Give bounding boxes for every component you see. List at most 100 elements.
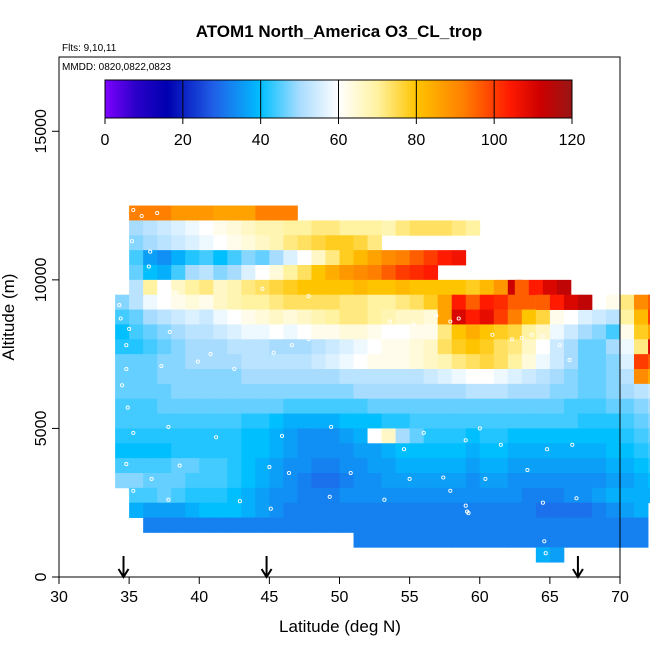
heatmap-cell xyxy=(213,324,228,340)
heatmap-cell xyxy=(535,398,551,414)
flight-point xyxy=(542,539,547,544)
heatmap-cell xyxy=(648,443,650,459)
heatmap-cell xyxy=(409,250,425,266)
heatmap-cell xyxy=(381,473,396,489)
heatmap-cell xyxy=(269,235,284,251)
heatmap-cell xyxy=(199,473,214,489)
heatmap-cell xyxy=(367,443,382,459)
heatmap-cell xyxy=(479,383,495,400)
flight-point xyxy=(155,210,160,216)
heatmap-cell xyxy=(297,398,312,414)
heatmap-cell xyxy=(297,309,312,325)
heatmap-cell xyxy=(605,443,621,459)
heatmap-cell xyxy=(634,309,649,325)
heatmap-cell xyxy=(157,205,172,221)
heatmap-cell xyxy=(269,413,284,429)
heatmap-cell xyxy=(199,413,214,429)
heatmap-cell xyxy=(605,473,621,489)
heatmap-cell xyxy=(451,517,467,533)
heatmap-cell xyxy=(479,502,495,518)
heatmap-cell xyxy=(325,250,340,266)
heatmap-cell xyxy=(381,517,396,533)
heatmap-cell xyxy=(620,354,635,370)
flight-point xyxy=(124,462,129,467)
heatmap-cells xyxy=(115,205,650,563)
heatmap-cell xyxy=(605,502,621,518)
flight-point xyxy=(139,213,144,219)
heatmap-cell xyxy=(549,487,565,504)
heatmap-cell xyxy=(241,309,256,325)
heatmap-cell xyxy=(185,502,200,518)
heatmap-cell xyxy=(129,324,144,340)
heatmap-cell xyxy=(213,443,228,459)
heatmap-cell xyxy=(493,458,509,474)
heatmap-cell xyxy=(283,354,298,370)
heatmap-cell xyxy=(423,220,439,236)
heatmap-cell xyxy=(395,294,411,310)
heatmap-cell xyxy=(395,354,411,370)
heatmap-cell xyxy=(171,265,186,281)
flight-point xyxy=(529,332,534,337)
heatmap-cell xyxy=(634,339,649,355)
x-tick-label: 60 xyxy=(471,589,489,606)
heatmap-cell xyxy=(493,339,509,355)
heatmap-cell xyxy=(423,265,439,281)
flight-point xyxy=(267,465,272,470)
flight-point xyxy=(490,332,495,337)
heatmap-cell xyxy=(381,398,396,414)
heatmap-cell xyxy=(241,220,256,236)
heatmap-cell xyxy=(353,502,368,518)
flight-point xyxy=(411,322,416,327)
heatmap-cell xyxy=(535,309,551,325)
heatmap-cell xyxy=(353,339,368,355)
heatmap-cell xyxy=(311,517,326,533)
heatmap-cell xyxy=(227,383,242,400)
flight-point xyxy=(466,511,471,516)
heatmap-cell xyxy=(479,279,495,296)
heatmap-cell xyxy=(185,265,200,281)
heatmap-cell xyxy=(395,383,411,400)
heatmap-cell xyxy=(521,383,537,400)
heatmap-cell xyxy=(157,324,172,340)
heatmap-cell xyxy=(255,398,270,414)
heatmap-cell xyxy=(381,279,396,296)
heatmap-cell xyxy=(591,294,607,310)
heatmap-cell xyxy=(381,339,396,355)
heatmap-cell xyxy=(269,324,284,340)
heatmap-cell xyxy=(549,517,565,533)
flight-point xyxy=(329,424,334,429)
heatmap-cell xyxy=(115,339,130,355)
heatmap-cell xyxy=(409,517,425,533)
flight-point xyxy=(483,476,488,481)
heatmap-cell xyxy=(227,502,242,518)
heatmap-cell xyxy=(535,487,551,504)
heatmap-cell xyxy=(255,220,270,236)
heatmap-cell xyxy=(648,428,650,444)
heatmap-cell xyxy=(297,458,312,474)
heatmap-cell xyxy=(297,324,312,340)
heatmap-cell xyxy=(563,369,579,385)
heatmap-cell xyxy=(395,458,411,474)
heatmap-cell xyxy=(479,428,495,444)
heatmap-cell xyxy=(227,443,242,459)
colorbar-tick-label: 80 xyxy=(407,132,425,149)
heatmap-cell xyxy=(185,383,200,400)
heatmap-cell xyxy=(185,473,200,489)
heatmap-cell xyxy=(367,487,382,504)
heatmap-cell xyxy=(465,324,481,340)
x-tick-label: 65 xyxy=(541,589,559,606)
heatmap-cell xyxy=(409,383,425,400)
heatmap-cell xyxy=(283,294,298,310)
heatmap-cell xyxy=(634,517,649,533)
heatmap-cell xyxy=(549,443,565,459)
heatmap-cell xyxy=(339,428,354,444)
heatmap-cell xyxy=(311,473,326,489)
heatmap-cell xyxy=(479,294,495,310)
heatmap-cell xyxy=(395,265,411,281)
heatmap-cell xyxy=(423,250,439,266)
heatmap-cell xyxy=(381,443,396,459)
flight-point xyxy=(195,359,200,364)
heatmap-cell xyxy=(339,487,354,504)
heatmap-cell xyxy=(367,250,382,266)
heatmap-cell xyxy=(283,458,298,474)
